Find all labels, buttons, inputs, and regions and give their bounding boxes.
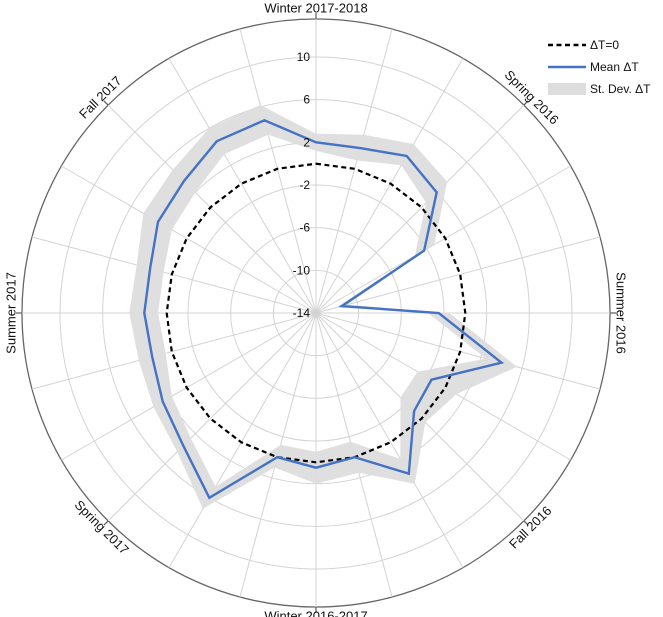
radial-tick-label: 10 xyxy=(297,50,311,64)
outer-tick-mark xyxy=(103,520,109,526)
grid-spoke xyxy=(315,312,601,390)
radial-tick-label: 2 xyxy=(303,135,310,149)
outer-tick-mark xyxy=(523,520,529,526)
grid-spoke xyxy=(107,104,317,314)
grid-spoke xyxy=(239,28,317,314)
radial-tick-label: -6 xyxy=(299,221,310,235)
legend-swatch-std-dev xyxy=(548,83,586,95)
legend: ΔT=0 Mean ΔT St. Dev. ΔT xyxy=(548,38,651,96)
grid-spoke xyxy=(315,28,393,314)
radial-tick-label: 6 xyxy=(303,93,310,107)
grid-spoke xyxy=(315,104,525,314)
outer-tick-mark xyxy=(523,100,529,106)
grid-spoke xyxy=(107,312,317,522)
season-label: Winter 2017-2018 xyxy=(264,0,367,15)
mean-delta-t-line xyxy=(143,118,505,500)
legend-entry-label: ΔT=0 xyxy=(590,38,619,52)
radial-tick-label: -14 xyxy=(293,306,311,320)
grid-spoke xyxy=(315,236,601,314)
grid-spoke xyxy=(168,58,317,314)
grid-spoke xyxy=(315,58,464,314)
season-label: Summer 2017 xyxy=(3,272,18,354)
grid-spoke xyxy=(31,312,317,390)
grid-spoke xyxy=(61,165,317,314)
grid-spoke xyxy=(315,165,571,314)
grid-spoke xyxy=(315,312,464,568)
outer-tick-mark xyxy=(103,100,109,106)
season-label: Summer 2016 xyxy=(614,272,629,354)
zero-reference-line xyxy=(165,162,467,464)
grid-spoke xyxy=(31,236,317,314)
radial-tick-label: -10 xyxy=(293,263,311,277)
std-dev-band-layer xyxy=(129,104,517,509)
legend-entry-label: Mean ΔT xyxy=(590,60,639,74)
legend-entry-label: St. Dev. ΔT xyxy=(590,82,651,96)
grid-spoke xyxy=(168,312,317,568)
season-label: Winter 2016-2017 xyxy=(264,608,367,617)
radial-tick-label: -2 xyxy=(299,178,310,192)
grid-spoke xyxy=(61,312,317,461)
std-dev-band xyxy=(129,104,517,509)
radial-tick-labels: -14 -10 -6 -2 2 6 10 xyxy=(293,50,311,320)
series-layer xyxy=(143,118,505,500)
